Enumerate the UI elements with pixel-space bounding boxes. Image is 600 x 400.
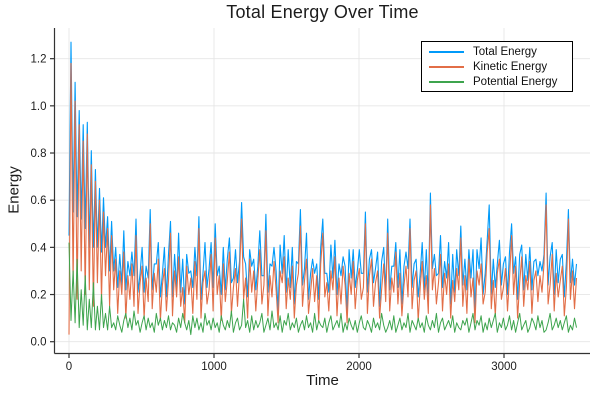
legend-line-sample-total-icon bbox=[429, 50, 464, 53]
legend-item-potential-energy: Potential Energy bbox=[422, 75, 572, 88]
legend-item-kinetic-energy: Kinetic Energy bbox=[422, 60, 572, 73]
legend-item-total-energy: Total Energy bbox=[422, 45, 572, 58]
legend-label-total: Total Energy bbox=[473, 45, 537, 58]
chart-title: Total Energy Over Time bbox=[226, 2, 419, 22]
series-line-potential-energy bbox=[68, 242, 577, 336]
y-tick-label: 0.4 bbox=[31, 242, 48, 254]
x-tick-label: 1000 bbox=[201, 361, 227, 373]
y-tick-label: 0.0 bbox=[31, 337, 47, 349]
legend-line-sample-kinetic-icon bbox=[429, 65, 464, 68]
series-line-total-energy bbox=[68, 41, 578, 312]
y-tick-label: 1.0 bbox=[31, 101, 47, 113]
legend-line-sample-potential-icon bbox=[429, 80, 464, 83]
legend-label-potential: Potential Energy bbox=[473, 75, 558, 88]
x-tick-label: 0 bbox=[66, 361, 72, 373]
x-tick-label: 3000 bbox=[491, 361, 517, 373]
y-tick-label: 0.8 bbox=[31, 148, 47, 160]
x-axis-title: Time bbox=[306, 372, 339, 389]
y-tick-label: 1.2 bbox=[31, 54, 47, 66]
legend-label-kinetic: Kinetic Energy bbox=[473, 60, 548, 73]
series-line-kinetic-energy bbox=[68, 62, 578, 335]
y-tick-label: 0.2 bbox=[31, 290, 47, 302]
x-tick-label: 2000 bbox=[346, 361, 372, 373]
legend: Total Energy Kinetic Energy Potential En… bbox=[421, 41, 573, 92]
y-tick-label: 0.6 bbox=[31, 195, 47, 207]
